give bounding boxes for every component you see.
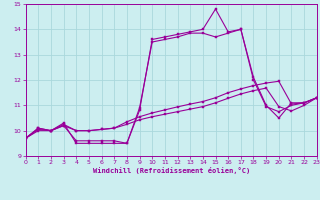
X-axis label: Windchill (Refroidissement éolien,°C): Windchill (Refroidissement éolien,°C) bbox=[92, 167, 250, 174]
